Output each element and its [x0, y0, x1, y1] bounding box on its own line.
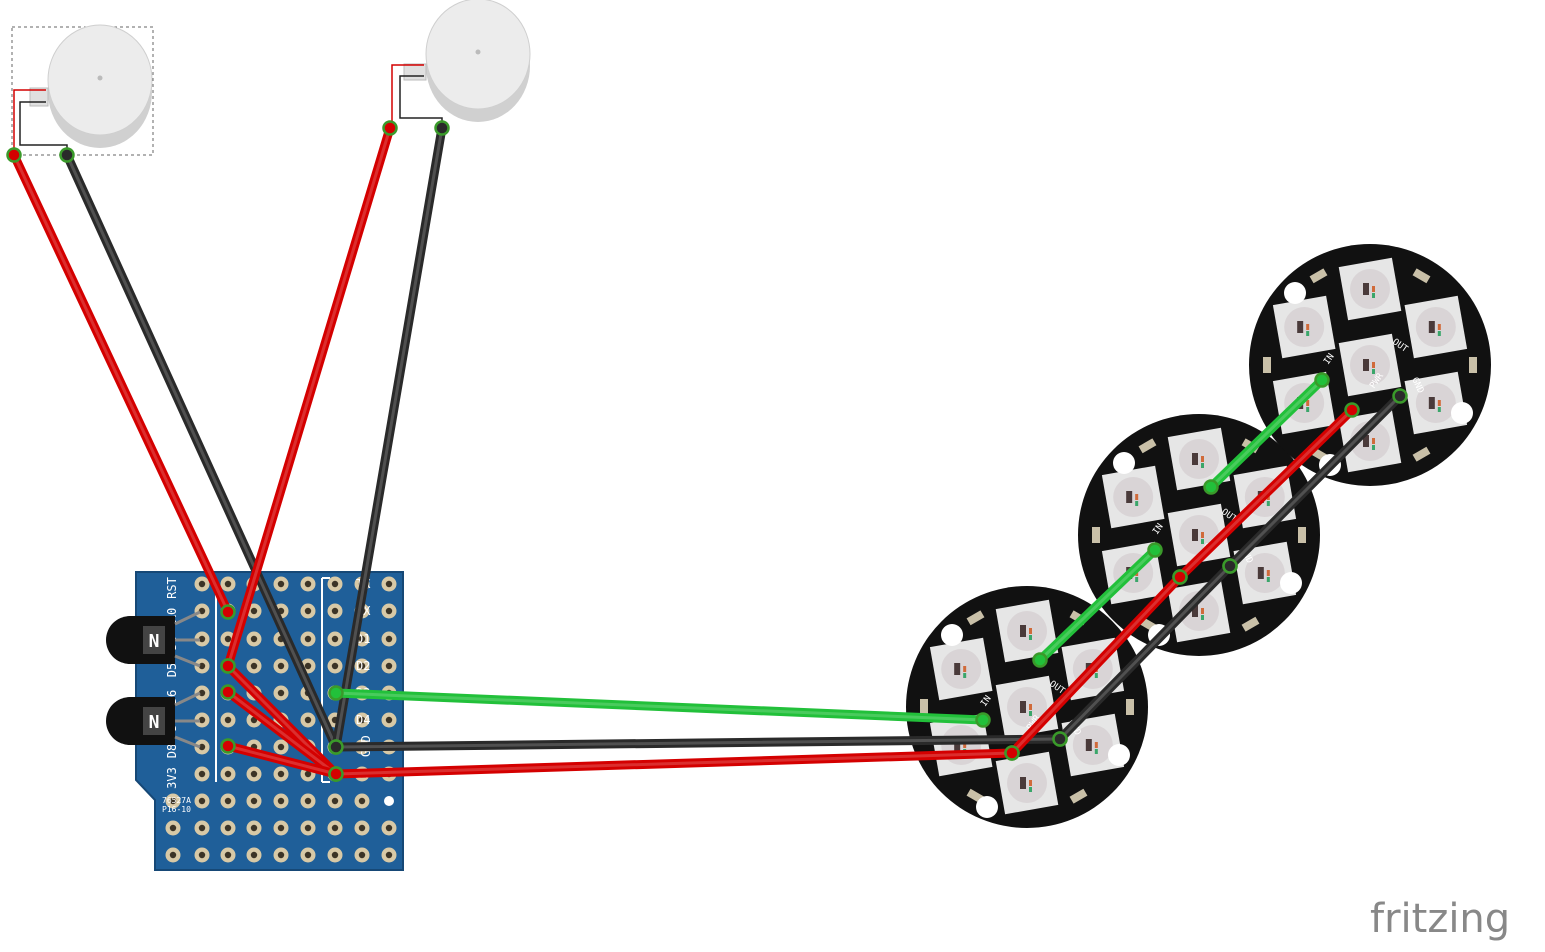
red-wire[interactable] — [223, 687, 341, 779]
black-wire[interactable] — [1225, 391, 1405, 571]
green-wire[interactable] — [1035, 545, 1160, 665]
red-wire[interactable] — [223, 741, 341, 779]
green-wire[interactable] — [331, 688, 988, 725]
transistor-2[interactable]: N — [106, 691, 201, 749]
red-wire[interactable] — [1175, 405, 1357, 582]
vibration-motor-2[interactable] — [391, 0, 531, 127]
red-wire[interactable] — [331, 748, 1017, 779]
black-wire[interactable] — [1055, 561, 1235, 744]
svg-text:N: N — [149, 631, 160, 652]
red-wire[interactable] — [1007, 572, 1185, 758]
svg-text:N: N — [149, 712, 160, 733]
mounting-hole — [384, 796, 394, 806]
part-code-1: 76527A — [162, 796, 191, 805]
red-wire[interactable] — [9, 150, 233, 617]
vibration-motor-1[interactable] — [11, 24, 154, 156]
transistor-1[interactable]: N — [106, 610, 201, 668]
pin-label-right: D2 — [356, 659, 370, 673]
black-wire[interactable] — [331, 734, 1065, 752]
pin-label: D8 — [165, 744, 179, 758]
pin-label: 3V3 — [165, 767, 179, 789]
part-code-2: P16-10 — [162, 805, 191, 814]
black-wire[interactable] — [62, 150, 341, 752]
fritzing-watermark: fritzing — [1370, 896, 1510, 942]
red-wire[interactable] — [223, 123, 395, 671]
pin-label: RST — [165, 577, 179, 599]
black-wire[interactable] — [331, 123, 447, 752]
pin-label-right: D4 — [356, 713, 370, 727]
green-wire[interactable] — [1206, 375, 1327, 492]
pin-label: D5 — [165, 663, 179, 677]
